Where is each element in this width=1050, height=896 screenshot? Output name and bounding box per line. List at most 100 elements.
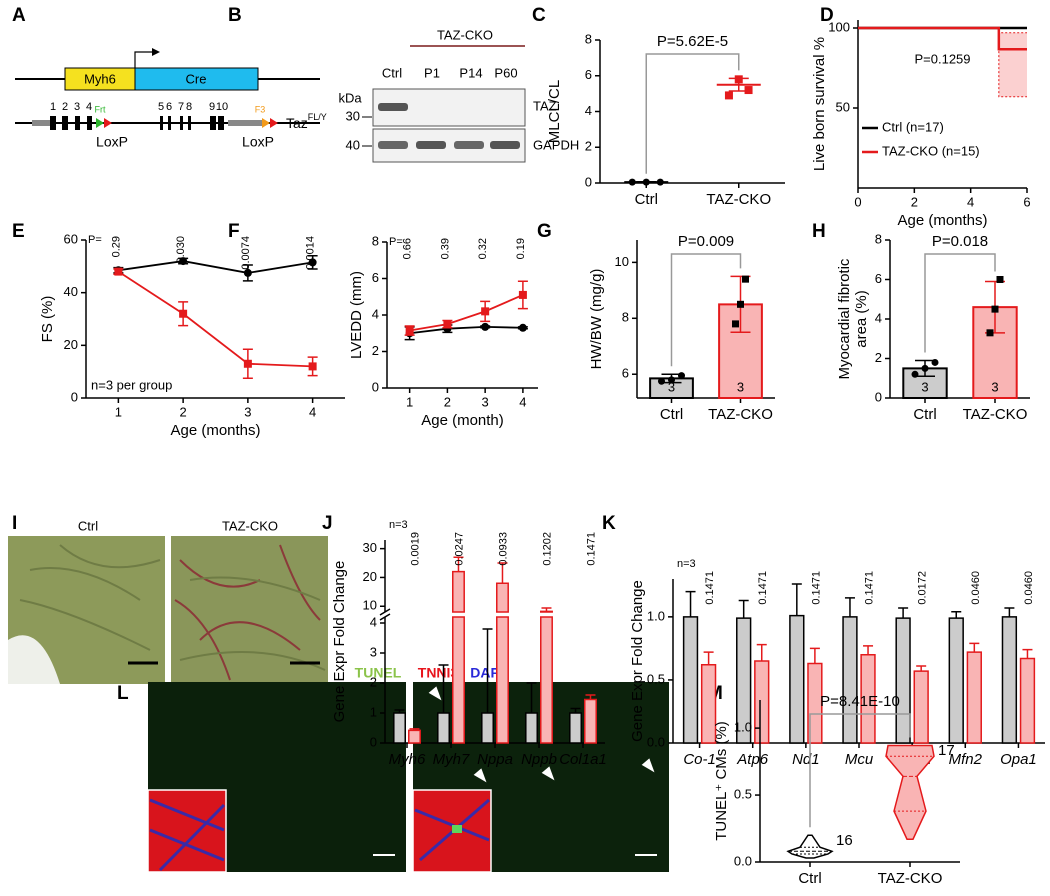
chart-dotplot: 0 2 4 6 8 MLCL/CL Ctrl TAZ-CKO P=5.62E-5 [546,31,785,208]
chart-bar: Co-1Atp6Nd1McuApoolMfn2Opa1Gene Expr Fol… [629,558,1045,768]
construct-diagram-part-part: Taz [286,115,308,131]
significance-bracket [645,53,740,174]
panel-labels-part: K [602,513,616,534]
y-tick-label: 1 [370,704,377,719]
fluorescence-imaging-part [147,789,227,873]
x-tick-label: TAZ-CKO [706,191,771,208]
y-tick-label: 0.5 [647,671,665,686]
chart-violin: 0.0 0.5 1.0 TUNEL⁺ CMs (%) Ctrl TAZ-CKO 16 17 P=… [713,693,960,887]
y-tick-label: 20 [363,569,377,584]
x-tick-label: Ctrl [660,406,683,423]
data-point [481,307,490,316]
y-tick-label: 0.5 [734,786,752,801]
p-value: 0.0933 [498,532,510,566]
western-blot-part [378,103,408,111]
x-tick-label: Co-1 [683,751,716,768]
p-value: 0.0074 [240,236,252,270]
construct-diagram-part [96,118,104,128]
construct-diagram-part [134,67,259,91]
annotation: P=5.62E-5 [657,33,728,50]
bar [736,617,752,744]
data-point [986,329,994,337]
p-value: 0.0460 [1023,571,1035,605]
data-point [308,258,317,267]
data-point [911,370,919,378]
bar [569,712,582,744]
fluorescence-imaging-part [541,766,555,781]
histology-part [8,635,60,684]
survival-line [858,26,1027,51]
bar [437,712,450,744]
panel-labels-part: H [812,221,826,242]
bar [481,712,494,744]
bar [700,664,717,744]
fluorescence-imaging-part [452,825,462,833]
error-bar [898,607,909,619]
construct-diagram-part [228,120,262,126]
x-tick-label: 4 [519,394,526,409]
p-value: 0.1471 [586,532,598,566]
y-tick-label: 4 [372,306,379,321]
error-bar [844,597,855,617]
construct-diagram-part [62,116,68,130]
bar [842,616,858,744]
bar [913,670,929,744]
y-tick-label: 6 [585,67,592,82]
error-bar [394,709,405,713]
x-tick-label: Opa1 [1000,751,1037,768]
data-point [658,377,665,385]
construct-diagram-part-part: FL/Y [308,112,327,122]
western-blot-part: P60 [494,65,517,80]
error-bar [756,643,767,661]
histology-part [174,544,321,681]
error-bar [409,728,420,731]
x-tick-label: Atp6 [736,751,769,768]
error-bar [791,583,802,616]
series-line [409,325,523,335]
p-value: 0.0019 [410,532,422,566]
panel-labels-part: C [532,5,546,26]
bar [584,698,597,744]
bar [1001,616,1018,744]
bar [807,662,823,744]
bar [525,712,538,744]
annotation: P=8.41E-10 [820,693,900,710]
x-tick-label: Nd1 [792,751,820,768]
error-bar [969,642,980,653]
p-value: 0.1471 [810,571,822,605]
n-label: 3 [668,379,675,394]
y-tick-label: 2 [370,674,377,689]
y-tick-label: 2 [875,350,882,365]
error-bar [685,590,696,617]
western-blot-part: TAZ [533,98,557,113]
fluorescence-imaging-part [428,686,442,701]
data-point [668,376,675,384]
data-point [518,290,527,299]
y-tick-label: 2 [585,139,592,154]
construct-diagram-part: 9 [209,101,215,113]
western-blot-part [454,141,484,149]
y-tick-label: 30 [363,540,377,555]
data-point [243,359,252,368]
x-tick-label: Nppb [521,751,557,768]
construct-diagram-part [152,48,160,56]
construct-diagram-part: F3 [255,104,266,114]
y-axis-label: Gene Expr Fold Change [629,580,646,742]
data-point [931,358,939,366]
western-blot-part [416,141,446,149]
panel-labels-part: G [537,221,552,242]
y-tick-label: 8 [372,233,379,248]
bar [682,616,699,744]
panel-labels-part: F [228,221,240,242]
y-tick-label: 0.0 [647,734,665,749]
x-tick-label: 1 [115,404,122,419]
legend-label: TAZ-CKO (n=15) [882,143,980,158]
bar [966,651,982,744]
y-tick-label: 0.0 [734,853,752,868]
data-point [179,309,188,318]
construct-diagram-part [134,51,152,68]
p-value: 0.1471 [757,571,769,605]
fluorescence-imaging-part [149,798,226,872]
data-point [742,275,749,283]
